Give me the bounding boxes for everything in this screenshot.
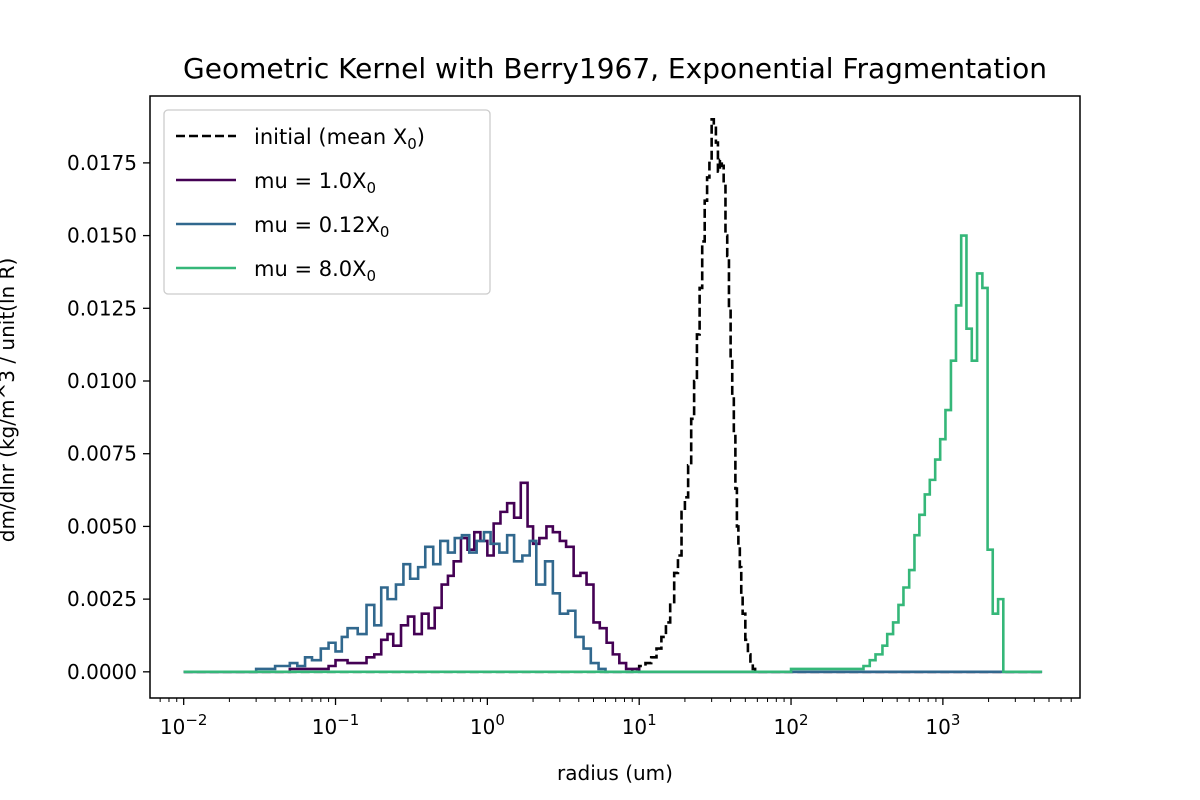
- legend: initial (mean X0) mu = 1.0X0 mu = 0.12X0 mu…: [163, 109, 491, 295]
- y-tick-label: 0.0025: [67, 587, 137, 611]
- legend-box: [163, 109, 491, 295]
- plot-frame: [149, 95, 1081, 699]
- x-tick-label: 10−2: [160, 711, 208, 739]
- series-line-1: [183, 117, 1043, 674]
- x-axis-label: radius (um): [557, 761, 673, 785]
- legend-entry: mu = 0.12X0: [254, 213, 389, 241]
- axis-ticks: 10−2 10−1 100 101 102 103 0.0000 0.0025 0.0050 0.…: [67, 151, 1072, 739]
- legend-entry: mu = 1.0X0: [254, 169, 376, 197]
- legend-entry: initial (mean X0): [254, 125, 425, 153]
- y-tick-label: 0.0075: [67, 442, 137, 466]
- x-tick-label: 102: [774, 711, 809, 739]
- y-tick-label: 0.0175: [67, 151, 137, 175]
- y-tick-label: 0.0150: [67, 224, 137, 248]
- y-tick-label: 0.0050: [67, 514, 137, 538]
- legend-entry: mu = 8.0X0: [254, 257, 376, 285]
- x-tick-label: 101: [622, 711, 657, 739]
- x-tick-label: 100: [470, 711, 505, 739]
- series-line-3: [183, 530, 1043, 674]
- x-tick-label: 103: [925, 711, 960, 739]
- series-line-4: [183, 234, 1043, 674]
- y-tick-label: 0.0000: [67, 660, 137, 684]
- y-tick-label: 0.0125: [67, 296, 137, 320]
- chart-title: Geometric Kernel with Berry1967, Exponen…: [183, 52, 1047, 85]
- y-axis-label: dm/dlnr (kg/m^3 / unit(ln R): [0, 258, 19, 543]
- y-tick-label: 0.0100: [67, 369, 137, 393]
- x-tick-label: 10−1: [312, 711, 360, 739]
- plot-area: [183, 117, 1043, 674]
